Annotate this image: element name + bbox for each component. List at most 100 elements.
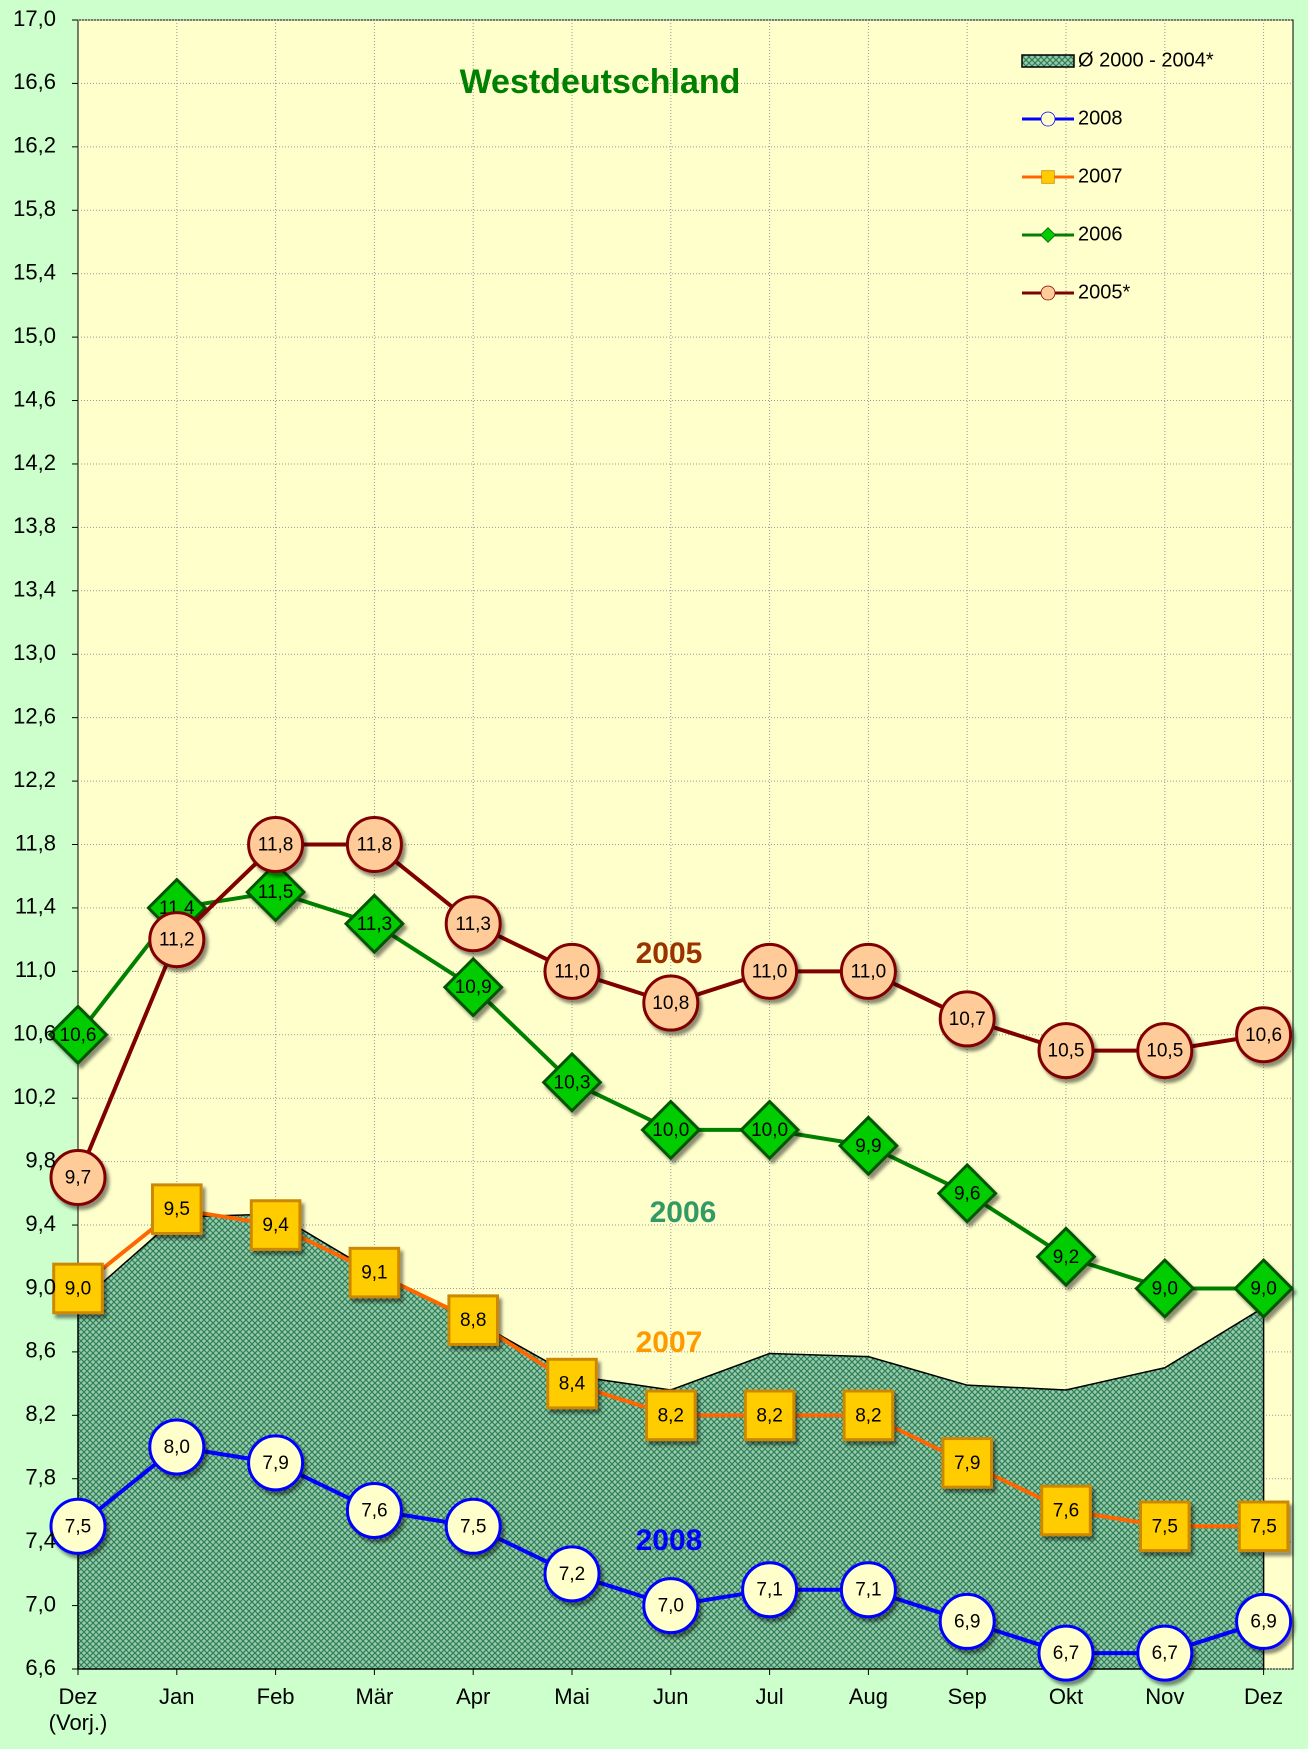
x-tick-label: Okt (1048, 1684, 1084, 1709)
annotation: 2006 (650, 1196, 717, 1229)
marker (743, 1389, 796, 1442)
marker (642, 974, 700, 1032)
y-tick-label: 9,8 (25, 1147, 56, 1172)
marker (444, 1497, 502, 1555)
marker (941, 1437, 994, 1489)
marker (245, 861, 307, 923)
data-label: 10,6 (1245, 1025, 1282, 1046)
y-tick-label: 16,6 (13, 69, 56, 94)
marker (1040, 1484, 1092, 1537)
marker (52, 1262, 104, 1315)
data-label: 10,8 (652, 993, 689, 1014)
annotation: 2007 (636, 1326, 703, 1359)
annotation: 2008 (636, 1524, 703, 1557)
marker (148, 1418, 206, 1476)
legend-marker (1041, 170, 1055, 184)
marker (249, 1199, 302, 1251)
data-label: 11,5 (258, 882, 294, 903)
marker (642, 1577, 700, 1635)
marker (345, 1481, 403, 1539)
data-label: 7,1 (855, 1580, 881, 1601)
y-tick-label: 9,0 (25, 1274, 56, 1299)
data-label: 9,9 (855, 1136, 881, 1157)
data-label: 8,0 (164, 1437, 190, 1458)
y-tick-label: 13,4 (13, 577, 56, 602)
marker (348, 1246, 401, 1299)
marker (541, 1051, 603, 1113)
marker (1237, 1500, 1290, 1553)
y-tick-label: 11,4 (15, 894, 56, 919)
data-label: 9,2 (1053, 1247, 1079, 1268)
y-tick-label: 10,2 (13, 1084, 56, 1109)
marker (640, 1099, 702, 1161)
marker (1235, 1006, 1293, 1064)
y-tick-label: 10,6 (13, 1021, 56, 1046)
y-tick-label: 11,0 (15, 957, 56, 982)
legend-label: 2007 (1078, 165, 1123, 187)
legend-swatch (1021, 54, 1075, 68)
data-label: 6,9 (954, 1611, 980, 1632)
marker (543, 942, 601, 1000)
marker (842, 1389, 895, 1442)
y-tick-label: 15,8 (13, 196, 56, 221)
data-label: 7,5 (460, 1516, 486, 1537)
marker (1035, 1226, 1097, 1288)
data-label: 8,2 (756, 1405, 782, 1426)
y-tick-label: 13,8 (13, 513, 56, 538)
marker (839, 1561, 897, 1619)
data-label: 9,0 (1152, 1278, 1178, 1299)
data-label: 11,8 (258, 835, 294, 856)
marker (1136, 1624, 1194, 1682)
marker (1233, 1257, 1295, 1319)
data-label: 11,0 (851, 961, 887, 982)
legend-marker (1040, 227, 1056, 243)
data-label: 8,4 (559, 1374, 586, 1395)
data-label: 6,7 (1053, 1643, 1079, 1664)
data-label: 10,0 (751, 1120, 788, 1141)
data-label: 11,3 (357, 914, 393, 935)
x-tick-label: Dez (Vorj.) (48, 1684, 108, 1735)
data-label: 9,0 (1250, 1278, 1276, 1299)
data-label: 9,4 (262, 1215, 289, 1236)
x-tick-label: Mai (554, 1684, 590, 1709)
marker (444, 895, 502, 953)
data-label: 9,5 (164, 1199, 190, 1220)
marker (741, 1561, 799, 1619)
data-label: 7,6 (1053, 1500, 1079, 1521)
marker (47, 1004, 109, 1066)
data-label: 10,3 (554, 1072, 591, 1093)
data-label: 11,3 (455, 914, 491, 935)
y-tick-label: 7,4 (25, 1528, 56, 1553)
legend-label: 2006 (1078, 223, 1123, 245)
x-tick-label: Sep (947, 1684, 987, 1709)
marker (543, 1545, 601, 1603)
marker (1134, 1257, 1196, 1319)
y-tick-label: 16,2 (13, 133, 56, 158)
x-tick-label: Feb (256, 1684, 295, 1709)
data-label: 7,5 (1250, 1516, 1276, 1537)
data-label: 10,5 (1146, 1041, 1183, 1062)
data-label: 10,6 (60, 1025, 97, 1046)
data-label: 7,0 (658, 1596, 684, 1617)
x-tick-label: Jan (159, 1684, 195, 1709)
data-label: 8,2 (855, 1405, 881, 1426)
legend-label: 2005* (1078, 281, 1130, 303)
data-label: 10,0 (652, 1120, 689, 1141)
y-tick-label: 7,0 (25, 1591, 56, 1616)
data-label: 11,8 (357, 835, 393, 856)
marker (151, 1183, 203, 1235)
data-label: 11,0 (554, 961, 590, 982)
marker (1139, 1500, 1191, 1553)
y-tick-label: 15,0 (13, 323, 56, 348)
data-label: 7,6 (361, 1500, 387, 1521)
marker (1136, 1022, 1194, 1080)
legend-marker (1040, 111, 1056, 127)
marker (839, 942, 897, 1000)
marker (49, 1497, 107, 1555)
marker (247, 1434, 305, 1492)
data-label: 10,5 (1048, 1041, 1085, 1062)
marker (741, 942, 799, 1000)
x-tick-label: Jun (653, 1684, 689, 1709)
x-tick-label: Jul (755, 1684, 784, 1709)
data-label: 7,2 (559, 1564, 585, 1585)
